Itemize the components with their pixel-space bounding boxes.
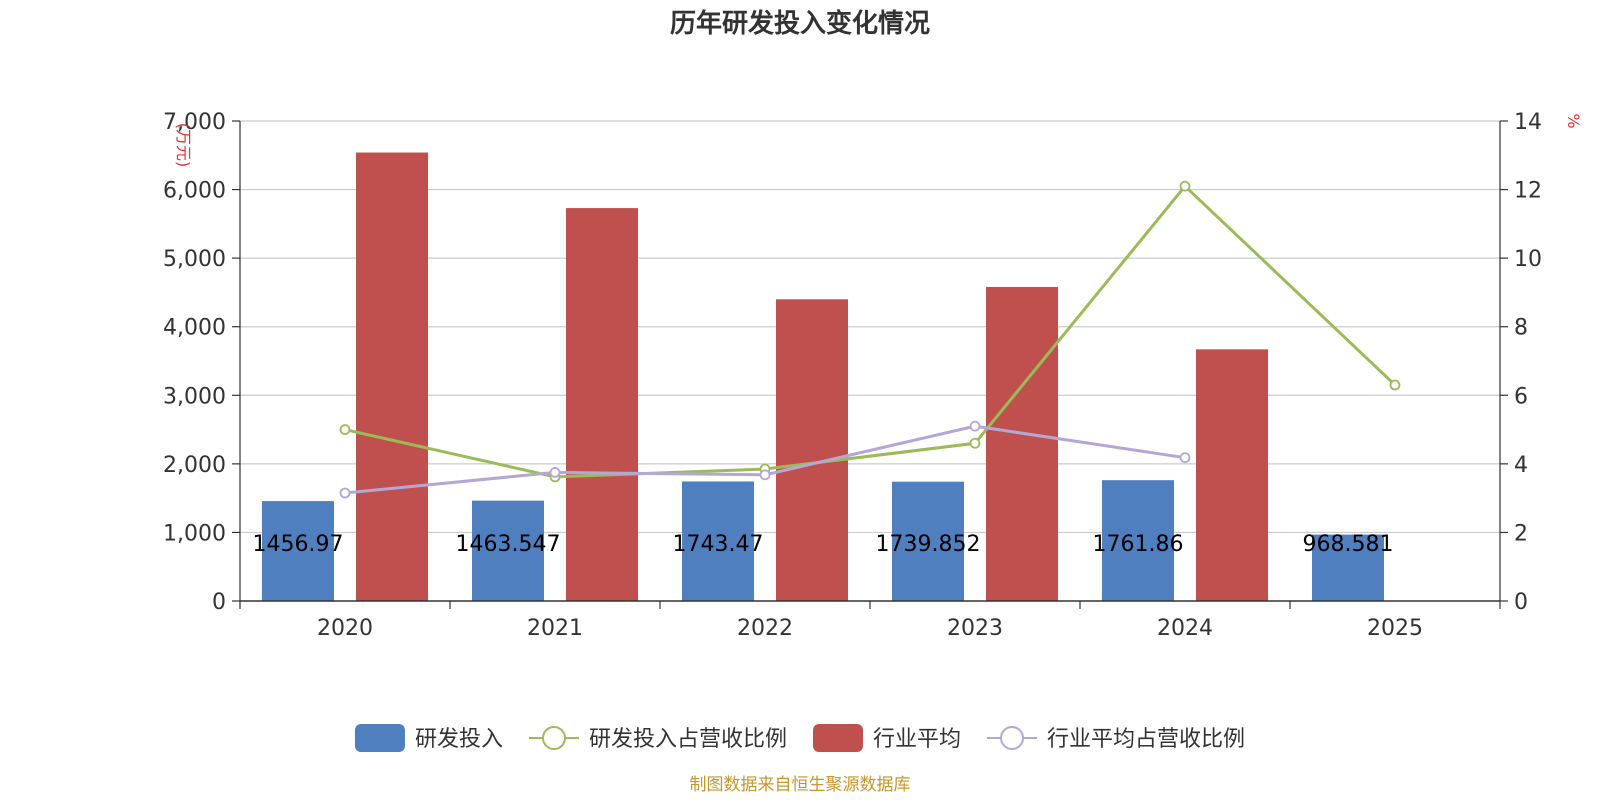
bar-研发投入 — [1312, 534, 1384, 601]
legend-item: 研发投入 — [354, 724, 503, 752]
left-axis-tick-label: 1,000 — [163, 521, 226, 546]
right-axis-unit: % — [1564, 113, 1583, 128]
left-axis-tick-label: 4,000 — [163, 316, 226, 341]
legend-item: 行业平均占营收比例 — [987, 726, 1245, 752]
x-axis-tick-label: 2021 — [527, 616, 583, 641]
right-axis-tick-label: 10 — [1514, 247, 1542, 272]
bar-data-label: 1463.547 — [456, 532, 561, 557]
legend-label: 行业平均占营收比例 — [1047, 727, 1245, 752]
bar-行业平均 — [566, 208, 638, 602]
right-axis-tick-label: 2 — [1514, 521, 1528, 546]
point-行业平均占营收比例 — [759, 469, 771, 481]
legend-item: 行业平均 — [813, 724, 961, 752]
point-研发投入占营收比例 — [969, 437, 981, 449]
point-研发投入占营收比例 — [1389, 379, 1401, 391]
left-axis-tick-label: 3,000 — [163, 384, 226, 409]
point-行业平均占营收比例 — [339, 487, 351, 499]
x-axis-tick-label: 2020 — [317, 616, 373, 641]
right-axis-tick-label: 6 — [1514, 384, 1528, 409]
grid-lines — [240, 120, 1500, 534]
right-axis-tick-label: 8 — [1514, 316, 1528, 341]
legend-label: 研发投入占营收比例 — [589, 727, 787, 752]
bar-行业平均 — [1196, 349, 1268, 601]
legend-swatch-bar — [354, 724, 405, 752]
left-axis-tick-label: 5,000 — [163, 247, 226, 272]
point-行业平均占营收比例 — [969, 420, 981, 432]
legend-swatch-marker — [1000, 726, 1025, 750]
x-axis-tick-label: 2024 — [1157, 616, 1213, 641]
point-研发投入占营收比例 — [1179, 180, 1191, 192]
bar-data-label: 1761.86 — [1093, 532, 1184, 557]
x-axis-tick-label: 2022 — [737, 616, 793, 641]
chart-title: 历年研发投入变化情况 — [670, 8, 930, 39]
bar-行业平均 — [356, 152, 428, 602]
x-axis-tick-label: 2023 — [947, 616, 1003, 641]
bar-data-label: 1456.97 — [253, 532, 344, 557]
right-axis-tick-label: 4 — [1514, 453, 1528, 478]
legend-item: 研发投入占营收比例 — [528, 726, 787, 752]
line-行业平均占营收比例 — [344, 424, 1186, 495]
legend: 研发投入 研发投入占营收比例 行业平均 行业平均占营收比例 — [354, 724, 1245, 752]
lines-layer — [339, 180, 1401, 499]
x-axis-tick-label: 2025 — [1367, 616, 1423, 641]
left-axis-unit: (万元) — [174, 123, 193, 168]
bar-data-label: 1743.47 — [673, 532, 764, 557]
bar-研发投入 — [1102, 480, 1174, 601]
bar-行业平均 — [986, 286, 1058, 601]
point-行业平均占营收比例 — [1179, 452, 1191, 464]
bar-研发投入 — [892, 481, 964, 601]
right-axis-tick-label: 12 — [1514, 179, 1542, 204]
left-axis-tick-label: 6,000 — [163, 179, 226, 204]
left-axis-tick-label: 7,000 — [163, 110, 226, 135]
legend-swatch-bar — [813, 724, 863, 752]
source-note: 制图数据来自恒生聚源数据库 — [690, 775, 911, 795]
left-axis-tick-label: 0 — [212, 590, 226, 615]
right-axis-tick-label: 14 — [1514, 110, 1542, 135]
bar-行业平均 — [776, 299, 848, 601]
left-axis-tick-label: 2,000 — [163, 453, 226, 478]
bar-data-label: 1739.852 — [876, 532, 981, 557]
bar-data-label: 968.581 — [1303, 532, 1394, 557]
legend-label: 行业平均 — [873, 727, 961, 752]
line-研发投入占营收比例 — [344, 183, 1397, 479]
legend-swatch-marker — [541, 726, 566, 750]
legend-label: 研发投入 — [415, 727, 503, 752]
bar-研发投入 — [472, 500, 544, 601]
point-行业平均占营收比例 — [549, 467, 561, 478]
axes-layer: 0 0 1,000 2 2,000 4 3,000 6 4,000 8 5,000 10 6,000 12… — [163, 110, 1542, 641]
bars-layer — [262, 152, 1384, 602]
data-labels-layer: 1456.97 1463.547 1743.47 1739.852 1761.86 968… — [253, 532, 1394, 557]
point-研发投入占营收比例 — [339, 424, 351, 435]
right-axis-tick-label: 0 — [1514, 590, 1528, 615]
bar-研发投入 — [262, 501, 334, 601]
bar-研发投入 — [682, 481, 754, 601]
